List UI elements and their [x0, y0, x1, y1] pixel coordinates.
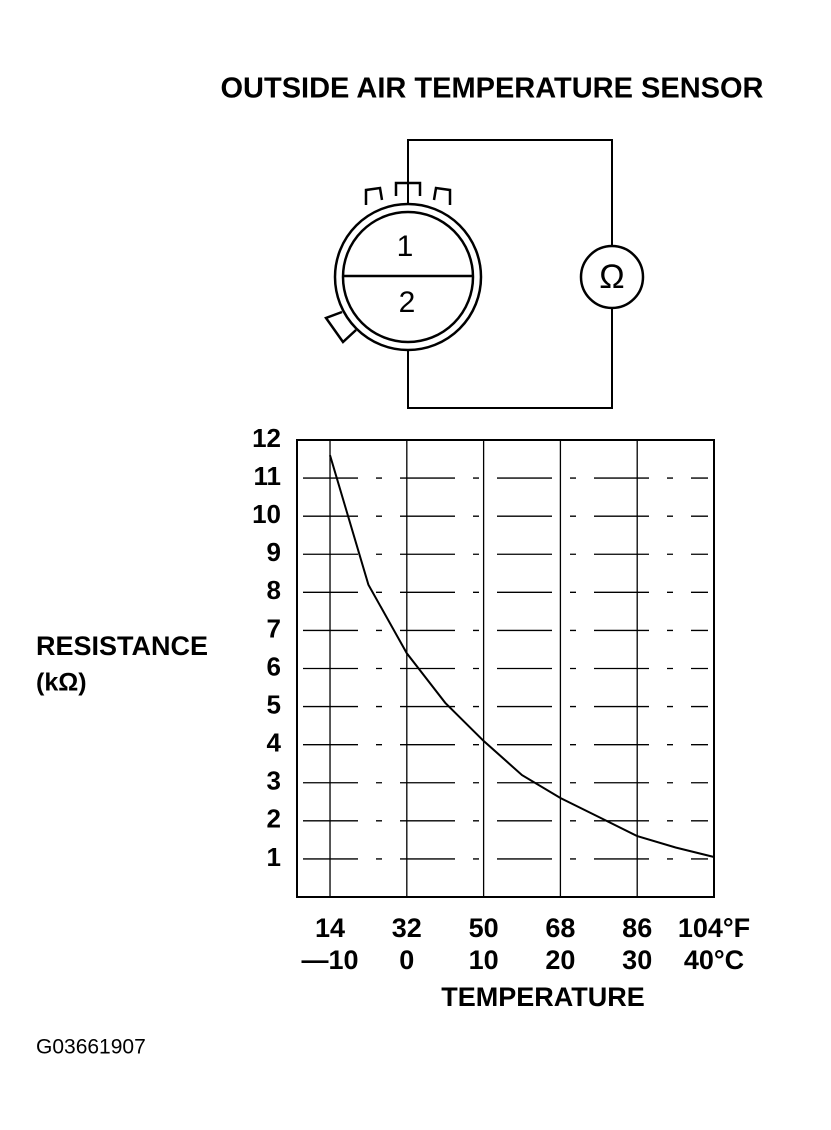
y-tick-label: 12: [252, 423, 281, 453]
x2-tick-label: 32: [392, 913, 422, 943]
curve: [329, 454, 715, 858]
connector: [324, 139, 645, 409]
y-tick-label: 11: [254, 461, 282, 491]
y-axis-label: RESISTANCE: [36, 631, 208, 661]
x-tick-label: 30: [622, 945, 652, 975]
x2-tick-label: 68: [545, 913, 575, 943]
x-tick-label: —10: [301, 945, 358, 975]
x-tick-label: 20: [545, 945, 575, 975]
y-tick-label: 8: [267, 575, 281, 605]
pin-label: 1: [397, 230, 414, 263]
x-tick-label: 10: [469, 945, 499, 975]
pin-label: 2: [399, 286, 416, 319]
meter-symbol: Ω: [599, 258, 624, 296]
y-tick-label: 4: [267, 728, 282, 758]
wire: [407, 139, 613, 409]
x-axis-label: TEMPERATURE: [441, 982, 645, 1012]
x-tick-label: 40°C: [684, 945, 744, 975]
y-tick-label: 7: [267, 613, 281, 643]
connector-key: [324, 310, 357, 344]
y-tick-label: 1: [267, 842, 281, 872]
y-tick-label: 9: [267, 537, 281, 567]
y-tick-label: 10: [252, 499, 281, 529]
y-tick-label: 3: [267, 766, 281, 796]
y-tick-label: 2: [267, 804, 281, 834]
x2-tick-label: 14: [315, 913, 345, 943]
x2-tick-label: 50: [469, 913, 499, 943]
x2-tick-label: 104°F: [678, 913, 750, 943]
x2-tick-label: 86: [622, 913, 652, 943]
y-tick-label: 6: [267, 651, 281, 681]
x-tick-label: 0: [399, 945, 414, 975]
y-axis-label: (kΩ): [36, 669, 87, 697]
title: OUTSIDE AIR TEMPERATURE SENSOR: [221, 73, 764, 105]
ohmmeter: [579, 244, 645, 310]
figure-id: G03661907: [36, 1036, 146, 1059]
y-tick-label: 5: [267, 689, 281, 719]
